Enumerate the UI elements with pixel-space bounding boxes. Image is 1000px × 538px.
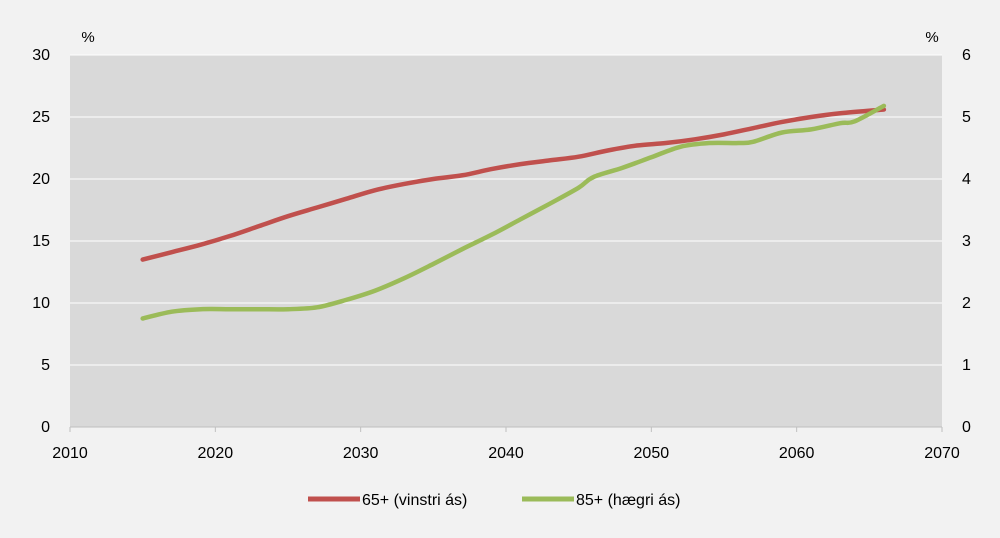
x-tick-label: 2010	[52, 445, 88, 462]
y-right-tick-label: 6	[962, 47, 971, 64]
series-line-65plus	[140, 107, 887, 262]
right-axis-unit: %	[925, 29, 938, 46]
y-right-tick-label: 1	[962, 357, 971, 374]
y-left-tick-label: 20	[32, 171, 50, 188]
x-tick-label: 2040	[488, 445, 524, 462]
x-tick-label: 2030	[343, 445, 379, 462]
left-axis-unit: %	[81, 29, 94, 46]
y-right-tick-label: 3	[962, 233, 971, 250]
y-left-tick-label: 0	[41, 419, 50, 436]
x-tick-label: 2020	[198, 445, 234, 462]
y-left-tick-label: 5	[41, 357, 50, 374]
y-right-tick-label: 2	[962, 295, 971, 312]
series-line-85plus	[140, 103, 887, 321]
y-left-tick-label: 10	[32, 295, 50, 312]
y-right-tick-label: 5	[962, 109, 971, 126]
y-left-tick-label: 15	[32, 233, 50, 250]
y-left-tick-label: 30	[32, 47, 50, 64]
axes: 0 5 10 15 20 25 30 0 1 2 3 4 5 6 2010 2020 2030 2040 2050 2…	[32, 47, 971, 462]
series-lines	[140, 103, 887, 321]
y-left-tick-label: 25	[32, 109, 50, 126]
x-tick-label: 2070	[924, 445, 960, 462]
legend-label-85plus: 85+ (hægri ás)	[576, 492, 681, 509]
x-tick-label: 2050	[634, 445, 670, 462]
legend: 65+ (vinstri ás) 85+ (hægri ás)	[308, 492, 681, 509]
y-right-tick-label: 4	[962, 171, 971, 188]
x-tick-label: 2060	[779, 445, 815, 462]
legend-label-65plus: 65+ (vinstri ás)	[362, 492, 467, 509]
y-right-tick-label: 0	[962, 419, 971, 436]
